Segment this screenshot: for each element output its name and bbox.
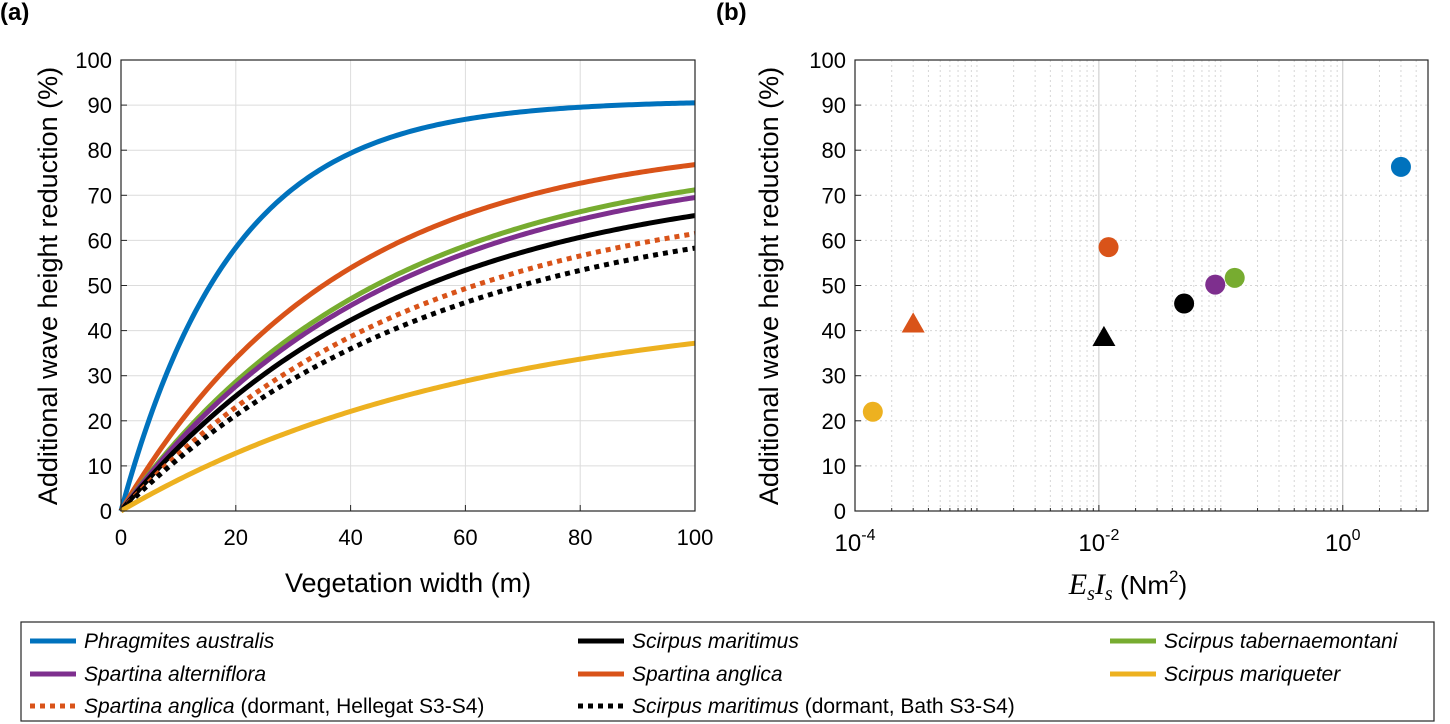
panel-a-y-tick-label: 10	[88, 454, 112, 479]
panel-b-point-spartina-alterniflora	[1205, 274, 1226, 295]
panel-a-y-tick-label: 60	[88, 228, 112, 253]
panel-a-chart: 0 20 40 60 80 100 0 10 20 30 40 50 60 70 80 90 100 Veget…	[33, 48, 713, 598]
panel-b-x-tick-label: 10-2	[1078, 527, 1119, 557]
legend: Phragmites australis Scirpus maritimus Sci…	[20, 621, 1435, 722]
panel-a-tick-labels: 0 20 40 60 80 100 0 10 20 30 40 50 60 70 80 90 100	[75, 48, 713, 550]
panel-a-y-tick-label: 80	[88, 138, 112, 163]
panel-a-line-spartina-alterniflora	[119, 195, 696, 513]
panel-b-y-tick-label: 40	[822, 319, 846, 344]
legend-entry: Spartina alterniflora	[84, 663, 266, 686]
panel-b-point-spartina-anglica-dormant-hellegat-s3-s4	[901, 312, 925, 333]
panel-b-y-label: Additional wave height reduction (%)	[754, 67, 784, 505]
panel-a-y-tick-label: 100	[75, 48, 112, 73]
panel-b-chart: 0 10 20 30 40 50 60 70 80 90 100 10-4 10-2 100 EsIs (…	[754, 48, 1429, 605]
legend-items: Phragmites australis Scirpus maritimus Sci…	[30, 630, 1399, 718]
panel-a-y-tick-label: 50	[88, 274, 112, 299]
panel-a-grid	[121, 60, 695, 511]
panel-a-y-tick-label: 40	[88, 319, 112, 344]
panel-b-y-tick-label: 30	[822, 364, 846, 389]
panel-b-point-scirpus-tabernaemontani	[1224, 267, 1245, 288]
panel-b-tick-labels: 0 10 20 30 40 50 60 70 80 90 100 10-4 10-2 100	[809, 48, 1429, 557]
panel-a-y-tick-label: 70	[88, 183, 112, 208]
legend-entry: Scirpus mariqueter	[1164, 663, 1341, 686]
panel-a-x-label: Vegetation width (m)	[285, 568, 531, 598]
panel-b-point-scirpus-mariqueter	[862, 401, 883, 422]
legend-entry: Scirpus maritimus	[632, 630, 799, 653]
panel-b-label: (b)	[716, 0, 747, 26]
panel-b-y-tick-label: 100	[809, 48, 846, 73]
panel-b-point-scirpus-maritimus-dormant-bath-s3-s4	[1092, 325, 1116, 346]
legend-box	[20, 621, 1435, 722]
panel-b-points	[862, 156, 1411, 422]
panel-a-x-tick-label: 20	[224, 525, 248, 550]
panel-a-line-spartina-anglica-dormant-hellegat-s3-s4	[119, 231, 696, 513]
panel-b-x-label: EsIs (Nm2)	[1068, 567, 1187, 605]
panel-a-series	[118, 100, 696, 514]
panel-a-line-scirpus-maritimus	[119, 213, 696, 513]
panel-a-line-spartina-anglica	[118, 162, 696, 513]
legend-entry: Scirpus maritimus (dormant, Bath S3-S4)	[632, 695, 1015, 718]
panel-b-point-spartina-anglica	[1098, 237, 1119, 258]
panel-a-x-tick-label: 60	[453, 525, 477, 550]
panel-a-x-tick-label: 80	[568, 525, 592, 550]
panel-b-y-tick-label: 50	[822, 274, 846, 299]
panel-b-y-tick-label: 0	[834, 499, 846, 524]
panel-a-y-label: Additional wave height reduction (%)	[33, 67, 63, 505]
panel-b-point-phragmites-australis	[1390, 156, 1411, 177]
panel-b-y-tick-label: 20	[822, 409, 846, 434]
panel-a-line-phragmites-australis	[118, 100, 696, 512]
panel-b-y-tick-label: 70	[822, 183, 846, 208]
legend-entry: Phragmites australis	[84, 630, 275, 653]
panel-b-x-tick-label: 100	[1325, 527, 1361, 557]
panel-b-y-tick-label: 10	[822, 454, 846, 479]
panel-a-label: (a)	[0, 0, 29, 26]
panel-b-y-tick-label: 60	[822, 228, 846, 253]
panel-a-line-scirpus-tabernaemontani	[118, 187, 696, 513]
panel-a-y-tick-label: 20	[88, 409, 112, 434]
legend-entry: Scirpus tabernaemontani	[1164, 630, 1399, 653]
panel-a-y-tick-label: 30	[88, 364, 112, 389]
panel-a-x-tick-label: 40	[338, 525, 362, 550]
panel-a-x-tick-label: 100	[677, 525, 714, 550]
panel-b-y-tick-label: 80	[822, 138, 846, 163]
legend-entry: Spartina anglica	[632, 663, 783, 686]
panel-a-y-tick-label: 0	[100, 499, 112, 524]
panel-a-y-tick-label: 90	[88, 93, 112, 118]
panel-b-grid	[855, 60, 1429, 511]
panel-a-x-tick-label: 0	[115, 525, 127, 550]
panel-b-x-tick-label: 10-4	[835, 527, 876, 557]
panel-b-y-tick-label: 90	[822, 93, 846, 118]
panel-a-line-scirpus-mariqueter	[119, 340, 696, 514]
panel-b-point-scirpus-maritimus	[1174, 293, 1195, 314]
legend-entry: Spartina anglica (dormant, Hellegat S3-S…	[84, 695, 484, 718]
